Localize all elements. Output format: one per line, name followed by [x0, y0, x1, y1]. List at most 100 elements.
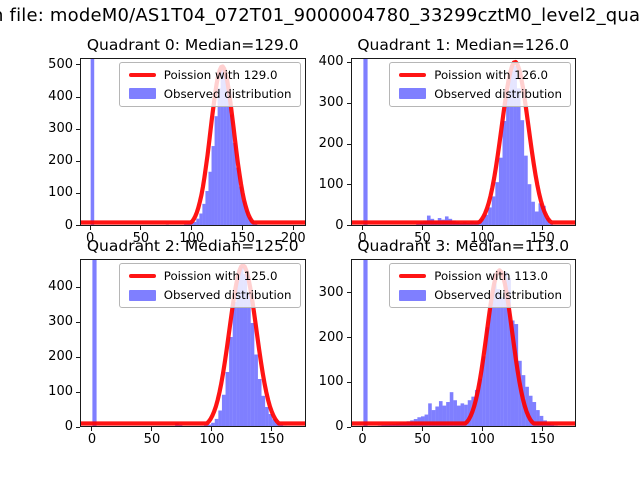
y-tick-mark	[346, 184, 351, 186]
legend-entry-poisson: Poission with 113.0	[399, 269, 562, 283]
x-tick-label: 150	[529, 230, 555, 246]
subplot-title-quadrant-0: Quadrant 0: Median=129.0	[86, 35, 299, 54]
legend-quadrant-3: Poission with 113.0 Observed distribution	[389, 263, 571, 309]
observed-legend-label: Observed distribution	[163, 86, 292, 101]
y-tick-label: 100	[318, 176, 344, 192]
poisson-legend-label: Poission with 113.0	[434, 269, 549, 284]
histogram-canvas-quadrant-2	[81, 260, 305, 427]
poisson-legend-label: Poission with 125.0	[163, 269, 278, 284]
observed-histogram	[362, 58, 557, 225]
x-tick-label: 50	[414, 432, 431, 448]
y-tick-mark	[76, 192, 80, 194]
y-tick-mark	[76, 225, 80, 227]
x-tick-label: 100	[179, 230, 205, 246]
legend-quadrant-1: Poission with 126.0 Observed distribution	[389, 61, 571, 107]
legend-entry-poisson: Poission with 129.0	[128, 67, 292, 82]
y-tick-mark	[346, 143, 351, 145]
x-tick-label: 50	[143, 432, 161, 448]
axes-quadrant-1: Poission with 126.0 Observed distribution	[350, 57, 576, 226]
y-tick-label: 0	[64, 419, 73, 435]
y-tick-label: 200	[318, 136, 344, 152]
x-tick-mark	[151, 427, 153, 432]
y-tick-label: 400	[318, 54, 344, 70]
axes-quadrant-0: Poission with 129.0 Observed distribution	[80, 57, 306, 226]
poisson-line-swatch	[399, 274, 427, 279]
x-tick-label: 0	[358, 432, 367, 448]
x-tick-mark	[191, 225, 193, 230]
y-tick-mark	[76, 128, 80, 130]
zero-channel-spike	[92, 260, 97, 427]
x-tick-mark	[271, 427, 273, 432]
y-tick-label: 500	[48, 56, 73, 72]
y-tick-label: 200	[48, 349, 73, 365]
x-tick-label: 0	[358, 230, 367, 246]
y-tick-label: 0	[335, 217, 344, 233]
y-tick-label: 100	[48, 384, 73, 400]
zero-channel-spike	[362, 58, 368, 225]
subplot-title-quadrant-1: Quadrant 1: Median=126.0	[357, 35, 570, 54]
x-tick-label: 50	[132, 230, 150, 246]
poisson-fit-curve	[81, 263, 305, 426]
y-tick-label: 300	[318, 284, 344, 300]
y-tick-mark	[76, 96, 80, 98]
x-tick-label: 0	[86, 230, 95, 246]
observed-histogram	[92, 260, 287, 427]
y-tick-label: 100	[318, 374, 344, 390]
legend-entry-observed: Observed distribution	[399, 288, 562, 302]
y-tick-label: 200	[318, 329, 344, 345]
x-tick-mark	[140, 225, 142, 230]
poisson-fit-curve	[351, 59, 575, 225]
y-tick-label: 200	[48, 153, 73, 169]
legend-entry-poisson: Poission with 125.0	[128, 269, 292, 284]
x-tick-mark	[361, 427, 363, 432]
figure-title: n file: modeM0/AS1T04_072T01_9000004780_…	[0, 5, 640, 26]
x-tick-label: 150	[230, 230, 255, 246]
legend-entry-poisson: Poission with 126.0	[399, 68, 562, 82]
x-tick-mark	[211, 427, 213, 432]
y-tick-label: 400	[48, 279, 73, 295]
y-tick-mark	[76, 64, 80, 66]
y-tick-mark	[346, 225, 351, 227]
x-tick-mark	[361, 225, 363, 230]
y-tick-label: 300	[48, 314, 73, 330]
poisson-legend-label: Poission with 126.0	[434, 67, 549, 82]
x-tick-label: 150	[259, 432, 285, 448]
x-tick-mark	[292, 225, 294, 230]
poisson-line-swatch	[399, 72, 427, 77]
legend-quadrant-2: Poission with 125.0 Observed distribution	[118, 263, 301, 309]
observed-histogram	[90, 58, 258, 225]
observed-patch-swatch	[399, 88, 427, 100]
x-tick-mark	[481, 225, 483, 230]
y-tick-mark	[346, 337, 351, 339]
x-tick-label: 0	[87, 432, 97, 448]
x-tick-mark	[242, 225, 244, 230]
y-tick-mark	[76, 426, 80, 428]
subplot-title-quadrant-3: Quadrant 3: Median=113.0	[357, 237, 570, 256]
observed-patch-swatch	[399, 289, 427, 301]
y-tick-mark	[76, 391, 80, 393]
y-tick-mark	[346, 61, 351, 63]
axes-quadrant-2: Poission with 125.0 Observed distribution	[80, 259, 306, 428]
zero-channel-spike	[90, 58, 95, 225]
y-tick-label: 300	[318, 95, 344, 111]
x-tick-label: 200	[280, 230, 306, 246]
legend-entry-observed: Observed distribution	[399, 87, 562, 101]
y-tick-mark	[346, 426, 351, 428]
observed-legend-label: Observed distribution	[163, 288, 292, 303]
y-tick-label: 100	[48, 185, 73, 201]
observed-legend-label: Observed distribution	[434, 86, 562, 101]
legend-entry-observed: Observed distribution	[128, 288, 292, 303]
x-tick-label: 100	[470, 230, 495, 246]
poisson-legend-label: Poission with 129.0	[163, 67, 278, 82]
x-tick-label: 150	[529, 432, 555, 448]
x-tick-mark	[541, 427, 543, 432]
poisson-fit-curve	[81, 63, 305, 225]
y-tick-mark	[346, 292, 351, 294]
histogram-canvas-quadrant-1	[351, 58, 575, 225]
x-tick-mark	[541, 225, 543, 230]
y-tick-mark	[76, 160, 80, 162]
observed-legend-label: Observed distribution	[434, 288, 562, 303]
observed-patch-swatch	[128, 88, 156, 100]
y-tick-label: 300	[48, 121, 73, 137]
